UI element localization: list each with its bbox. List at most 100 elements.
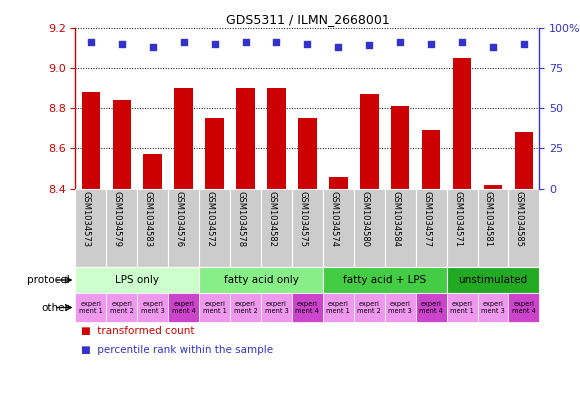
Point (117, 40, 126, 47)
Text: experi
ment 1: experi ment 1 (79, 301, 103, 314)
Bar (391, 106, 409, 189)
Bar (292, 189, 323, 267)
Text: experi
ment 2: experi ment 2 (234, 301, 258, 314)
Bar (323, 293, 354, 322)
Bar (230, 293, 261, 322)
Point (519, 40, 528, 47)
Bar (323, 267, 447, 293)
Bar (354, 189, 385, 267)
Text: ■  transformed count: ■ transformed count (81, 326, 195, 336)
Bar (477, 189, 509, 267)
Text: GSM1034574: GSM1034574 (329, 191, 338, 247)
Bar (447, 267, 539, 293)
Bar (143, 154, 162, 189)
Bar (509, 293, 539, 322)
Bar (477, 293, 509, 322)
Point (272, 39, 281, 45)
Text: GSM1034575: GSM1034575 (298, 191, 307, 247)
Text: experi
ment 4: experi ment 4 (172, 301, 195, 314)
Bar (416, 189, 447, 267)
Text: GSM1034577: GSM1034577 (422, 191, 431, 247)
Bar (261, 189, 292, 267)
Bar (447, 189, 477, 267)
Bar (261, 293, 292, 322)
Text: GSM1034579: GSM1034579 (113, 191, 122, 247)
Bar (199, 293, 230, 322)
Text: experi
ment 1: experi ment 1 (203, 301, 226, 314)
Point (86, 39, 96, 45)
Point (179, 39, 188, 45)
Bar (298, 118, 317, 189)
Text: experi
ment 3: experi ment 3 (141, 301, 165, 314)
Text: experi
ment 2: experi ment 2 (110, 301, 134, 314)
Point (488, 44, 498, 50)
Text: GSM1034583: GSM1034583 (144, 191, 153, 247)
Text: protocol: protocol (27, 275, 70, 285)
Bar (267, 88, 286, 189)
Text: ■  percentile rank within the sample: ■ percentile rank within the sample (81, 345, 273, 355)
Text: GSM1034572: GSM1034572 (205, 191, 215, 247)
Bar (422, 130, 440, 189)
Bar (199, 189, 230, 267)
Bar (113, 100, 131, 189)
Point (210, 40, 219, 47)
Bar (175, 88, 193, 189)
Bar (360, 94, 379, 189)
Point (148, 44, 157, 50)
Bar (354, 293, 385, 322)
Text: GSM1034585: GSM1034585 (515, 191, 524, 247)
Bar (484, 185, 502, 189)
Bar (75, 267, 199, 293)
Point (241, 39, 250, 45)
Bar (385, 293, 416, 322)
Text: GSM1034581: GSM1034581 (484, 191, 493, 247)
Bar (82, 92, 100, 189)
Point (458, 39, 467, 45)
Bar (323, 189, 354, 267)
Title: GDS5311 / ILMN_2668001: GDS5311 / ILMN_2668001 (226, 13, 389, 26)
Bar (385, 189, 416, 267)
Point (303, 40, 312, 47)
Bar (514, 132, 533, 189)
Bar (168, 293, 199, 322)
Bar (509, 189, 539, 267)
Text: GSM1034576: GSM1034576 (175, 191, 184, 247)
Bar (236, 88, 255, 189)
Text: fatty acid + LPS: fatty acid + LPS (343, 275, 426, 285)
Text: GSM1034571: GSM1034571 (453, 191, 462, 247)
Text: other: other (42, 303, 70, 312)
Bar (106, 293, 137, 322)
Text: GSM1034578: GSM1034578 (237, 191, 245, 247)
Bar (75, 293, 106, 322)
Text: unstimulated: unstimulated (458, 275, 528, 285)
Bar (137, 293, 168, 322)
Text: experi
ment 2: experi ment 2 (357, 301, 381, 314)
Point (426, 40, 436, 47)
Bar (168, 189, 199, 267)
Text: experi
ment 1: experi ment 1 (450, 301, 474, 314)
Text: experi
ment 1: experi ment 1 (327, 301, 350, 314)
Text: fatty acid only: fatty acid only (223, 275, 299, 285)
Text: experi
ment 3: experi ment 3 (264, 301, 288, 314)
Bar (230, 189, 261, 267)
Bar (416, 293, 447, 322)
Point (334, 44, 343, 50)
Point (365, 42, 374, 48)
Bar (106, 189, 137, 267)
Bar (453, 58, 472, 189)
Point (396, 39, 405, 45)
Bar (205, 118, 224, 189)
Text: GSM1034580: GSM1034580 (360, 191, 369, 247)
Text: experi
ment 4: experi ment 4 (295, 301, 320, 314)
Text: GSM1034584: GSM1034584 (391, 191, 400, 247)
Text: LPS only: LPS only (115, 275, 160, 285)
Bar (75, 189, 106, 267)
Bar (329, 176, 347, 189)
Text: experi
ment 3: experi ment 3 (389, 301, 412, 314)
Text: experi
ment 4: experi ment 4 (419, 301, 443, 314)
Bar (292, 293, 323, 322)
Bar (447, 293, 477, 322)
Bar (199, 267, 323, 293)
Text: experi
ment 4: experi ment 4 (512, 301, 536, 314)
Text: GSM1034582: GSM1034582 (267, 191, 277, 247)
